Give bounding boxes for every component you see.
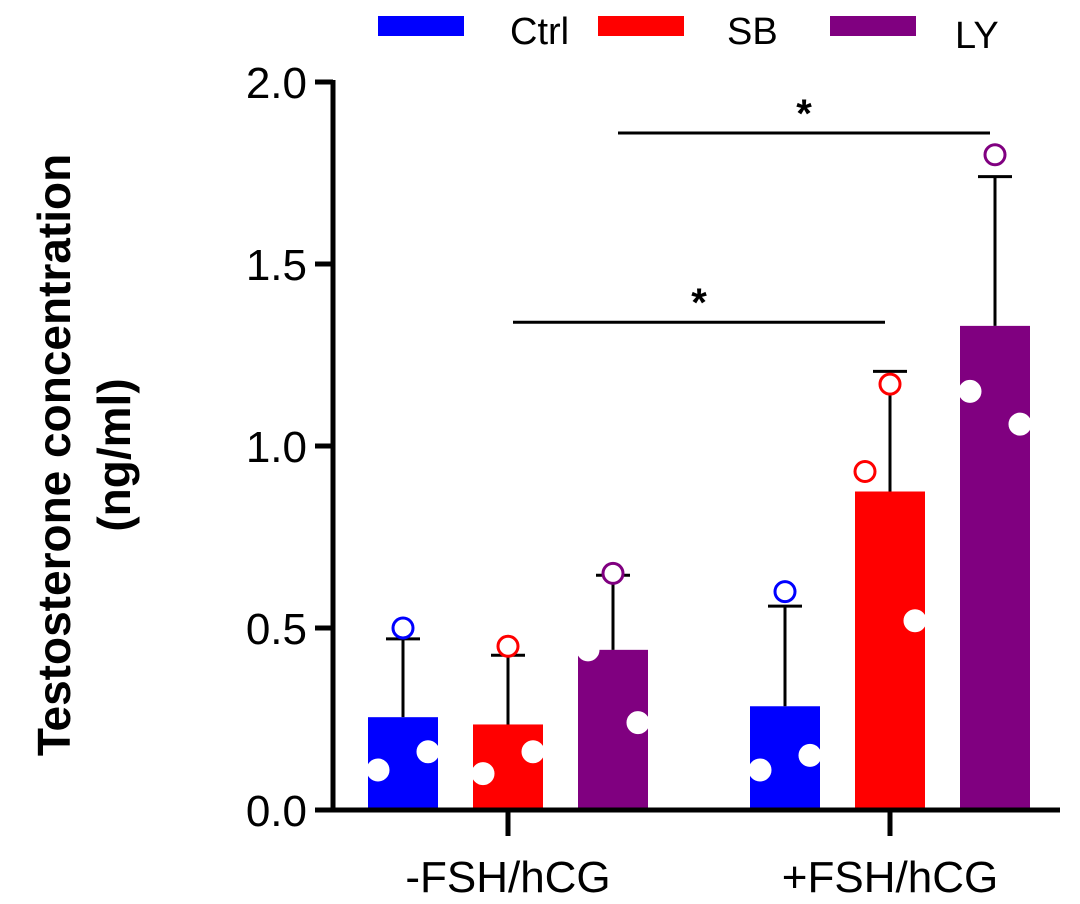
axes bbox=[330, 80, 1060, 813]
y-tick-label: 1.0 bbox=[246, 423, 307, 472]
point-sb-2-1 bbox=[878, 372, 902, 396]
point-ly-1-1 bbox=[601, 561, 625, 585]
legend: Ctrl SB LY bbox=[378, 11, 999, 57]
bars bbox=[368, 325, 1030, 810]
point-ctrl-2-2 bbox=[748, 758, 772, 782]
legend-label-ctrl: Ctrl bbox=[510, 11, 569, 53]
point-sb-1-1 bbox=[496, 634, 520, 658]
bar-ly-2 bbox=[960, 325, 1030, 810]
y-tick-label: 0.0 bbox=[246, 787, 307, 836]
point-sb-2-2 bbox=[853, 459, 877, 483]
point-sb-1-3 bbox=[521, 740, 545, 764]
x-category-label: +FSH/hCG bbox=[782, 853, 998, 902]
point-ctrl-1-3 bbox=[416, 740, 440, 764]
point-ly-2-3 bbox=[1008, 412, 1032, 436]
point-sb-1-2 bbox=[471, 762, 495, 786]
point-ly-2-1 bbox=[983, 143, 1007, 167]
x-categories: -FSH/hCG +FSH/hCG bbox=[405, 810, 998, 902]
bar-sb-2 bbox=[855, 491, 925, 810]
y-tick-label: 1.5 bbox=[246, 241, 307, 290]
y-axis-label-line-1: Testosterone concentration bbox=[28, 154, 80, 756]
legend-swatch-sb bbox=[598, 16, 684, 36]
y-tick-label: 0.5 bbox=[246, 605, 307, 654]
y-ticks: 0.0 0.5 1.0 1.5 2.0 bbox=[246, 59, 333, 836]
significance-label-2: * bbox=[796, 92, 812, 136]
x-category-label: -FSH/hCG bbox=[405, 853, 610, 902]
y-axis-label-line-2: (ng/ml) bbox=[88, 378, 140, 531]
point-ctrl-2-1 bbox=[773, 580, 797, 604]
legend-swatch-ctrl bbox=[378, 16, 464, 36]
legend-label-ly: LY bbox=[955, 15, 999, 57]
point-ly-1-3 bbox=[626, 711, 650, 735]
legend-swatch-ly bbox=[830, 16, 916, 36]
y-axis-label: Testosterone concentration (ng/ml) bbox=[28, 154, 140, 756]
significance-annotations: ** bbox=[513, 92, 990, 325]
significance-label-1: * bbox=[691, 281, 707, 325]
point-ly-1-2 bbox=[576, 638, 600, 662]
point-ly-2-2 bbox=[958, 379, 982, 403]
y-tick-label: 2.0 bbox=[246, 59, 307, 108]
point-ctrl-1-1 bbox=[391, 616, 415, 640]
point-sb-2-3 bbox=[903, 609, 927, 633]
point-ctrl-1-2 bbox=[366, 758, 390, 782]
data-points bbox=[366, 143, 1032, 786]
point-ctrl-2-3 bbox=[798, 743, 822, 767]
legend-label-sb: SB bbox=[727, 11, 778, 53]
